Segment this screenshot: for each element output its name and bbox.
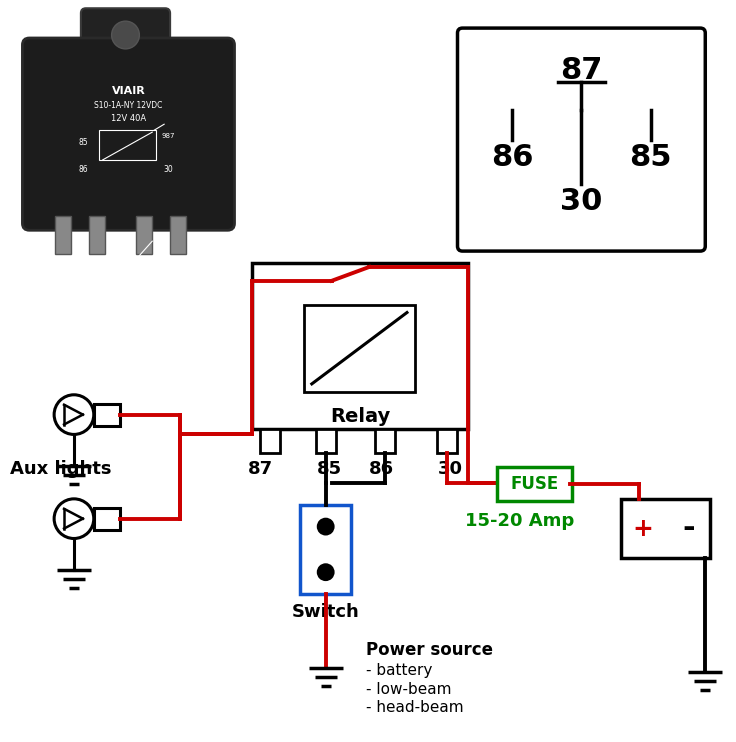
Text: Switch: Switch (291, 603, 360, 621)
Bar (89, 217, 105, 254)
Circle shape (316, 518, 335, 536)
FancyBboxPatch shape (81, 8, 170, 70)
Circle shape (54, 499, 93, 539)
Bar (621, 499, 710, 558)
Text: 85: 85 (629, 143, 672, 172)
Text: 12V 40A: 12V 40A (111, 114, 146, 122)
Circle shape (112, 21, 139, 49)
Text: Power source: Power source (367, 642, 493, 660)
Text: - battery: - battery (367, 663, 433, 677)
Text: Aux lights: Aux lights (10, 459, 112, 478)
FancyBboxPatch shape (497, 467, 573, 501)
Bar (304, 305, 415, 392)
Circle shape (316, 563, 335, 581)
Circle shape (54, 395, 93, 434)
Text: 15-20 Amp: 15-20 Amp (465, 512, 575, 530)
FancyBboxPatch shape (458, 28, 705, 251)
Text: S10-1A-NY 12VDC: S10-1A-NY 12VDC (94, 101, 163, 110)
Bar (55, 217, 71, 254)
Text: 86: 86 (491, 143, 534, 172)
Bar (252, 263, 468, 430)
Text: 30: 30 (163, 165, 173, 174)
Text: - head-beam: - head-beam (367, 700, 464, 715)
Text: 87: 87 (248, 460, 273, 478)
Text: 85: 85 (78, 137, 88, 147)
Text: 30: 30 (438, 460, 463, 478)
FancyBboxPatch shape (22, 38, 235, 230)
Bar (436, 430, 456, 453)
Text: 30: 30 (560, 187, 603, 216)
Bar (136, 217, 152, 254)
Bar (300, 505, 352, 594)
Text: 86: 86 (369, 460, 394, 478)
Bar (99, 130, 156, 160)
Text: 85: 85 (317, 460, 342, 478)
Text: - low-beam: - low-beam (367, 682, 452, 697)
Text: 87: 87 (560, 56, 603, 85)
Bar (93, 404, 119, 425)
Bar (375, 430, 395, 453)
Text: 86: 86 (78, 165, 88, 174)
Bar (170, 217, 186, 254)
Bar (93, 508, 119, 530)
Text: -: - (682, 514, 695, 543)
Text: Relay: Relay (330, 407, 391, 426)
Bar (316, 430, 336, 453)
Text: FUSE: FUSE (511, 475, 559, 493)
Text: VIAIR: VIAIR (112, 85, 145, 96)
Text: 987: 987 (161, 133, 175, 139)
Bar (261, 430, 280, 453)
Text: +: + (632, 516, 654, 541)
